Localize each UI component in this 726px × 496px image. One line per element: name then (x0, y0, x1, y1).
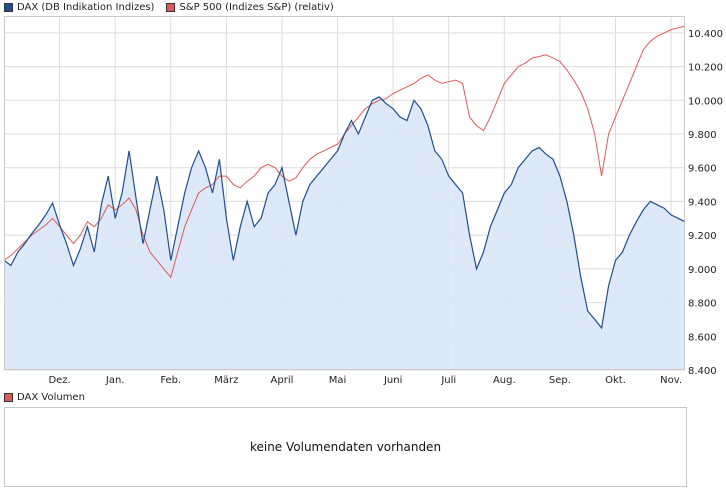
plot-frame (4, 16, 685, 370)
x-tick-label: Sep. (549, 375, 571, 386)
legend-item-sp500[interactable]: S&P 500 (Indizes S&P) (relativ) (166, 1, 334, 13)
x-tick-label: Juni (383, 375, 402, 386)
x-tick-label: Mai (329, 375, 347, 386)
x-tick-label: April (271, 375, 294, 386)
volume-empty-message: keine Volumendaten vorhanden (249, 440, 442, 454)
y-tick-label: 10.400 (688, 29, 723, 40)
volume-panel: keine Volumendaten vorhanden (4, 407, 687, 487)
x-tick-label: Dez. (48, 375, 70, 386)
x-tick-label: Nov. (660, 375, 682, 386)
y-tick-label: 10.000 (688, 96, 723, 107)
x-tick-label: Juli (440, 375, 456, 386)
legend-item-dax[interactable]: DAX (DB Indikation Indizes) (4, 2, 154, 13)
volume-legend: DAX Volumen (4, 392, 85, 403)
legend-dax-label: DAX (DB Indikation Indizes) (17, 1, 155, 13)
legend-sp500-label: S&P 500 (Indizes S&P) (relativ) (179, 1, 334, 13)
volume-swatch-icon (4, 393, 13, 402)
y-tick-label: 8.600 (688, 332, 717, 343)
y-tick-label: 9.600 (688, 164, 717, 175)
x-tick-label: Okt. (605, 375, 626, 386)
x-tick-label: Jan. (105, 375, 125, 386)
x-tick-label: März (214, 375, 238, 386)
y-tick-label: 9.400 (688, 197, 717, 208)
chart-legend: DAX (DB Indikation Indizes) S&P 500 (Ind… (4, 1, 346, 13)
x-tick-label: Feb. (160, 375, 181, 386)
y-tick-label: 9.800 (688, 130, 717, 141)
y-tick-label: 8.400 (688, 366, 717, 377)
y-tick-label: 9.000 (688, 265, 717, 276)
sp500-swatch-icon (166, 2, 176, 12)
price-chart[interactable]: 8.400 8.600 8.800 9.000 9.200 9.400 9.600 9.800… (0, 0, 726, 390)
dax-area (4, 96, 685, 371)
y-tick-label: 10.200 (688, 63, 723, 74)
dax-swatch-icon (4, 2, 13, 12)
y-tick-label: 9.200 (688, 231, 717, 242)
y-tick-label: 8.800 (688, 299, 717, 310)
dax-line (3, 96, 686, 330)
x-tick-label: Aug. (493, 375, 516, 386)
volume-legend-label: DAX Volumen (17, 392, 85, 403)
